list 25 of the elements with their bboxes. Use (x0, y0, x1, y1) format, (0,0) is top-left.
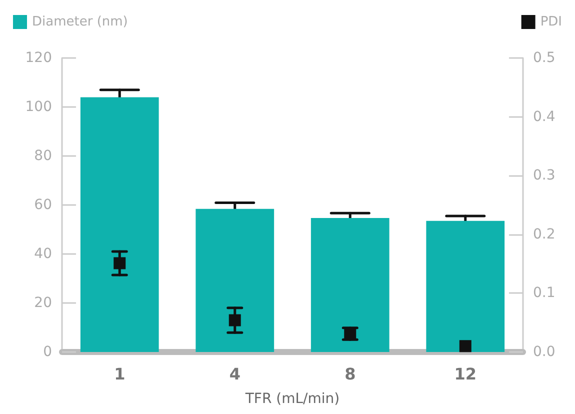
y2-tick-label: 0.0 (533, 344, 556, 360)
y-tick-label: 80 (34, 148, 52, 164)
y2-tick-label: 0.2 (533, 226, 556, 242)
legend-label: Diameter (nm) (32, 14, 128, 30)
bar (426, 220, 505, 352)
x-tick-label: 4 (229, 364, 240, 384)
legend-label: PDI (540, 14, 562, 30)
y-tick-label: 100 (25, 99, 52, 115)
y-tick-label: 120 (25, 50, 52, 66)
y-tick-label: 60 (34, 197, 52, 213)
y2-tick-label: 0.1 (533, 285, 556, 302)
y-tick-label: 0 (43, 344, 52, 360)
bar (80, 97, 159, 352)
y-tick-label: 40 (34, 246, 52, 262)
point (459, 340, 472, 352)
y2-tick-label: 0.5 (533, 50, 556, 66)
x-tick-label: 12 (454, 364, 477, 384)
x-axis-title: TFR (mL/min) (244, 391, 340, 407)
y-tick-label: 20 (34, 295, 52, 311)
y2-tick-label: 0.3 (533, 168, 556, 184)
y2-tick-label: 0.4 (533, 108, 556, 125)
x-tick-label: 8 (344, 364, 356, 384)
bar (196, 208, 274, 352)
bar (310, 218, 390, 352)
x-tick-label: 1 (114, 364, 126, 384)
